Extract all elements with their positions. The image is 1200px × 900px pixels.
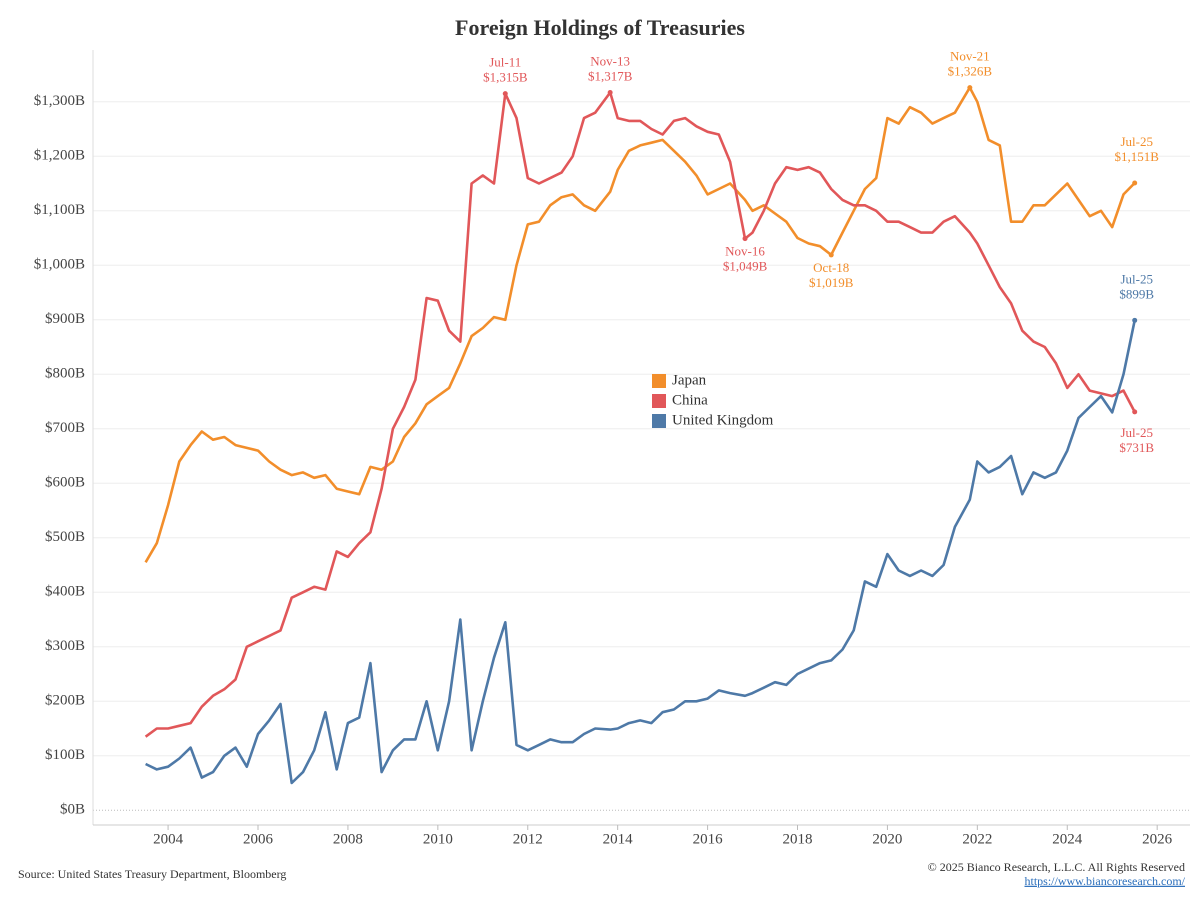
x-tick-label: 2014 <box>603 831 634 847</box>
x-tick-label: 2024 <box>1052 831 1083 847</box>
annotation-value: $1,019B <box>809 275 854 290</box>
series-line <box>144 86 1136 563</box>
annotation-value: $1,315B <box>483 70 528 85</box>
annotation-date: Jul-25 <box>1120 134 1153 149</box>
x-tick-label: 2020 <box>872 831 902 847</box>
y-tick-label: $100B <box>45 747 85 763</box>
y-tick-label: $400B <box>45 584 85 600</box>
x-tick-label: 2004 <box>153 831 184 847</box>
annotation-point <box>828 252 834 258</box>
x-tick-label: 2006 <box>243 831 274 847</box>
annotation-point <box>742 236 748 242</box>
series-line <box>145 320 1136 785</box>
y-tick-label: $800B <box>45 366 85 382</box>
x-tick-label: 2010 <box>423 831 453 847</box>
annotation-point <box>1132 317 1138 323</box>
annotation-value: $899B <box>1119 286 1154 301</box>
annotation-point <box>607 90 613 96</box>
annotation-value: $1,049B <box>723 259 768 274</box>
annotation-value: $731B <box>1119 440 1154 455</box>
y-tick-label: $900B <box>45 311 85 327</box>
annotation-point <box>1132 180 1138 186</box>
x-tick-label: 2026 <box>1142 831 1173 847</box>
y-tick-label: $1,200B <box>34 148 85 164</box>
annotation-date: Jul-11 <box>489 55 521 70</box>
copyright: © 2025 Bianco Research, L.L.C. All Right… <box>928 860 1185 874</box>
annotation-value: $1,317B <box>588 68 633 83</box>
legend-swatch <box>652 394 666 408</box>
y-tick-label: $600B <box>45 475 85 491</box>
x-tick-label: 2022 <box>962 831 992 847</box>
x-tick-label: 2018 <box>783 831 813 847</box>
y-tick-label: $200B <box>45 693 85 709</box>
legend-label: China <box>672 392 708 408</box>
y-tick-label: $700B <box>45 420 85 436</box>
annotation-point <box>967 85 973 91</box>
annotation-value: $1,151B <box>1114 149 1159 164</box>
legend-label: United Kingdom <box>672 412 774 428</box>
y-tick-label: $1,300B <box>34 93 85 109</box>
series-line <box>144 91 1136 738</box>
x-tick-label: 2008 <box>333 831 363 847</box>
legend-label: Japan <box>672 372 707 388</box>
y-tick-label: $1,100B <box>34 202 85 218</box>
source: Source: United States Treasury Departmen… <box>18 867 286 881</box>
annotation-date: Jul-25 <box>1120 271 1153 286</box>
legend-swatch <box>652 374 666 388</box>
annotation-point <box>1132 409 1138 415</box>
y-tick-label: $500B <box>45 529 85 545</box>
annotation-date: Nov-21 <box>950 49 990 64</box>
annotation-date: Oct-18 <box>813 260 849 275</box>
legend-swatch <box>652 414 666 428</box>
website-link[interactable]: https://www.biancoresearch.com/ <box>1024 874 1185 888</box>
annotation-date: Jul-25 <box>1120 425 1153 440</box>
y-tick-label: $1,000B <box>34 257 85 273</box>
annotation-point <box>502 91 508 97</box>
annotation-value: $1,326B <box>948 64 993 79</box>
y-tick-label: $300B <box>45 638 85 654</box>
annotation-date: Nov-16 <box>725 244 765 259</box>
x-tick-label: 2012 <box>513 831 543 847</box>
y-tick-label: $0B <box>60 802 85 818</box>
x-tick-label: 2016 <box>693 831 724 847</box>
annotation-date: Nov-13 <box>590 53 630 68</box>
chart-title: Foreign Holdings of Treasuries <box>455 15 745 40</box>
